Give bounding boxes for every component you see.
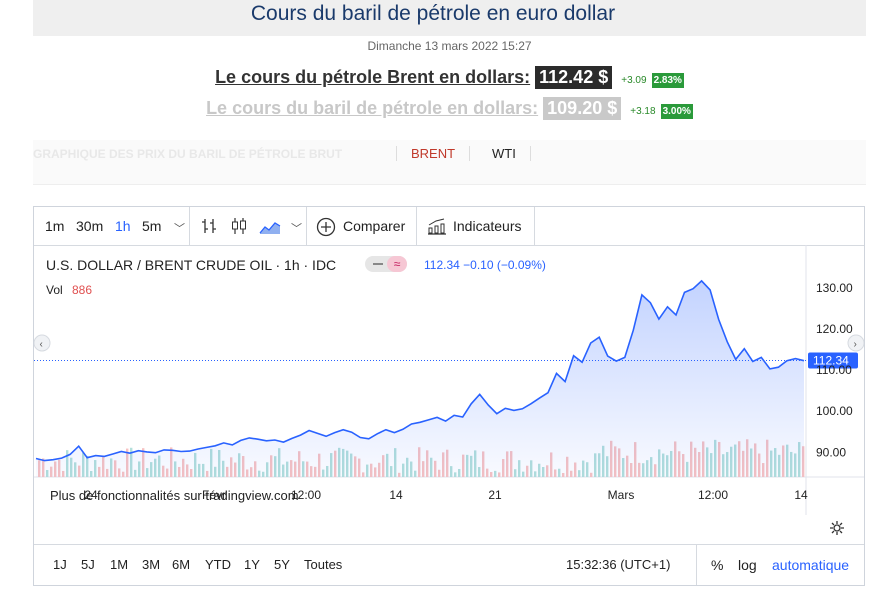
symbol-title: U.S. DOLLAR / BRENT CRUDE OIL · 1h · IDC xyxy=(46,257,337,273)
chevron-right-icon: › xyxy=(854,339,857,350)
toolbar-separator xyxy=(534,207,535,245)
percent-toggle[interactable]: % xyxy=(711,557,724,573)
time-axis: 24 Févr 12:00 14 21 Mars 12:00 14 xyxy=(84,488,808,502)
scroll-left-button[interactable] xyxy=(34,334,51,352)
time-tick-label: 12:00 xyxy=(291,488,321,502)
approx-icon[interactable]: ≈ xyxy=(387,256,407,272)
scroll-right-button[interactable] xyxy=(847,334,864,352)
candlestick-icon[interactable] xyxy=(230,217,248,235)
bar-chart-icon[interactable] xyxy=(200,217,218,235)
tradingview-watermark[interactable]: Plus de fonctionnalités sur tradingview.… xyxy=(50,488,299,503)
time-tick-label: Mars xyxy=(608,488,635,502)
price-line xyxy=(35,279,805,462)
time-tick-label: 21 xyxy=(488,488,502,502)
gear-icon[interactable] xyxy=(829,520,845,536)
tab-brent[interactable]: BRENT xyxy=(396,146,471,161)
page-title: Cours du baril de pétrole en euro dollar xyxy=(250,2,616,25)
toolbar-separator xyxy=(306,207,307,245)
wti-price-row: Le cours du baril de pétrole en dollars:… xyxy=(33,97,866,120)
symbol-quote: 112.34 −0.10 (−0.09%) xyxy=(424,258,546,272)
chevron-left-icon: ‹ xyxy=(40,339,43,350)
toolbar-separator xyxy=(416,207,417,245)
area-chart-icon[interactable] xyxy=(259,217,281,235)
brent-price-row: Le cours du pétrole Brent en dollars: 11… xyxy=(33,66,866,89)
bar-separator xyxy=(696,545,697,585)
range-5y[interactable]: 5Y xyxy=(274,557,290,572)
wti-price-label[interactable]: Le cours du baril de pétrole en dollars: xyxy=(206,98,539,118)
toolbar-separator xyxy=(189,207,190,245)
chevron-down-icon[interactable]: ﹀ xyxy=(174,223,185,235)
interval-1m[interactable]: 1m xyxy=(45,218,65,234)
chart-toolbar: 1m 30m 1h 5m ﹀ ﹀ Comparer Indicateurs xyxy=(34,207,864,246)
range-1j[interactable]: 1J xyxy=(53,557,67,572)
brent-price-change: +3.09 xyxy=(621,75,647,86)
brent-price-pct: 2.83% xyxy=(651,73,684,88)
log-toggle[interactable]: log xyxy=(738,557,757,573)
volume-label: Vol xyxy=(46,283,63,297)
brent-price-value: 112.42 $ xyxy=(535,66,613,89)
price-axis: 130.00 120.00 110.00 100.00 90.00 xyxy=(816,281,853,459)
price-tick-label: 130.00 xyxy=(816,281,853,295)
indicators-button[interactable]: Indicateurs xyxy=(453,218,522,234)
range-6m[interactable]: 6M xyxy=(172,557,191,572)
price-tick-label: 90.00 xyxy=(816,445,846,459)
time-tick-label: 14 xyxy=(794,488,808,502)
price-chart[interactable]: 112.34 130.00 120.00 110.00 100.00 90.00 24 F… xyxy=(34,245,864,515)
tab-wti[interactable]: WTI xyxy=(478,146,531,161)
price-area: 112.34 xyxy=(34,279,858,477)
price-tick-label: 120.00 xyxy=(816,322,853,336)
range-1m[interactable]: 1M xyxy=(110,557,129,572)
tab-chart-heading: GRAPHIQUE DES PRIX DU BARIL DE PÉTROLE B… xyxy=(33,147,343,161)
last-price-badge xyxy=(808,352,858,369)
auto-scale-toggle[interactable]: automatique xyxy=(772,557,850,573)
range-5j[interactable]: 5J xyxy=(81,557,95,572)
range-all[interactable]: Toutes xyxy=(304,557,343,572)
price-tick-label: 110.00 xyxy=(816,363,852,377)
chart-widget: 1m 30m 1h 5m ﹀ ﹀ Comparer Indicateurs 11… xyxy=(33,206,865,586)
interval-5m[interactable]: 5m xyxy=(142,218,162,234)
time-tick-label: 14 xyxy=(389,488,403,502)
range-3m[interactable]: 3M xyxy=(142,557,161,572)
brent-price-label[interactable]: Le cours du pétrole Brent en dollars: xyxy=(215,67,531,87)
time-tick-label: 12:00 xyxy=(698,488,728,502)
compare-button[interactable]: Comparer xyxy=(343,218,406,234)
wti-price-change: +3.18 xyxy=(630,106,656,117)
minus-icon xyxy=(373,263,383,265)
interval-1h[interactable]: 1h xyxy=(115,218,131,234)
range-1y[interactable]: 1Y xyxy=(244,557,260,572)
range-bar: 1J 5J 1M 3M 6M YTD 1Y 5Y Toutes 15:32:36… xyxy=(34,544,864,585)
plus-circle-icon[interactable] xyxy=(316,217,336,237)
price-area-fill xyxy=(36,280,804,477)
interval-30m[interactable]: 30m xyxy=(76,218,104,234)
indicators-icon[interactable] xyxy=(427,217,447,235)
last-price-label: 112.34 xyxy=(813,353,849,367)
volume-value: 886 xyxy=(72,283,93,297)
date-line: Dimanche 13 mars 2022 15:27 xyxy=(367,39,532,53)
tabs-band xyxy=(33,140,866,185)
wti-price-value: 109.20 $ xyxy=(543,97,622,120)
time-tick-label: 24 xyxy=(84,488,98,502)
price-tick-label: 100.00 xyxy=(816,404,853,418)
time-tick-label: Févr xyxy=(202,488,226,502)
wti-price-pct: 3.00% xyxy=(660,104,693,119)
chevron-down-icon[interactable]: ﹀ xyxy=(291,223,302,235)
header-band xyxy=(33,0,866,36)
range-ytd[interactable]: YTD xyxy=(205,557,231,572)
clock-timezone[interactable]: 15:32:36 (UTC+1) xyxy=(566,557,671,572)
